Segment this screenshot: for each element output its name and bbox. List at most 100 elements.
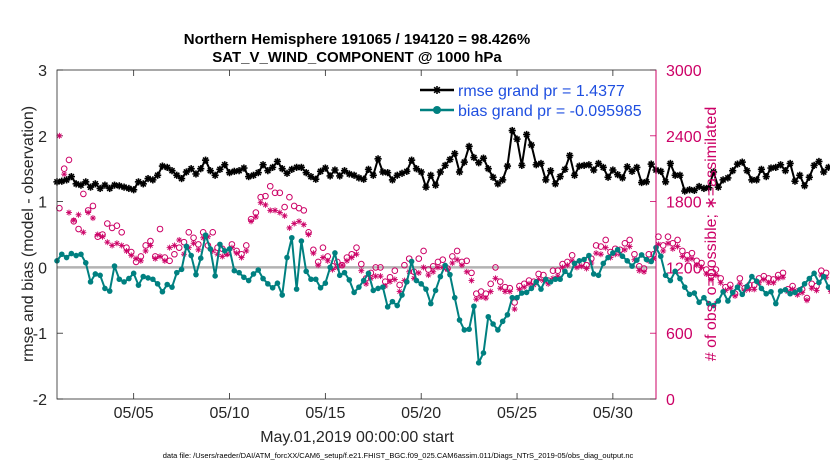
bias-point <box>260 275 266 282</box>
bias-point <box>183 243 190 250</box>
obs-assimilated-point <box>583 265 590 272</box>
obs-assimilated-point <box>319 254 326 261</box>
rmse-point <box>709 168 718 176</box>
bias-point <box>164 281 171 288</box>
bias-point <box>308 276 314 283</box>
bias-point <box>773 300 779 307</box>
rmse-point <box>336 172 344 180</box>
rmse-point <box>743 167 751 175</box>
data-file-footnote: data file: /Users/raeder/DAI/ATM_forcXX/… <box>163 451 634 460</box>
bias-point <box>792 289 798 296</box>
obs-assimilated-point <box>85 209 92 216</box>
obs-assimilated-point <box>75 211 82 218</box>
obs-assimilated-point <box>473 296 480 303</box>
rmse-point <box>503 162 512 170</box>
legend-rmse-label: rmse grand pr = 1.4377 <box>458 83 625 100</box>
bias-point <box>370 287 377 294</box>
obs-possible-point <box>463 257 471 265</box>
bias-point <box>365 270 372 277</box>
bias-point <box>78 251 84 258</box>
obs-assimilated-point <box>626 243 633 250</box>
obs-possible-point <box>276 189 284 197</box>
bias-point <box>571 260 578 267</box>
bias-point <box>293 286 300 292</box>
obs-possible-point <box>597 243 605 250</box>
rmse-point <box>211 171 219 179</box>
bias-point <box>667 277 674 284</box>
rmse-point <box>748 176 756 184</box>
obs-assimilated-point <box>492 275 499 282</box>
obs-assimilated-point <box>564 262 571 269</box>
rmse-point <box>599 163 607 171</box>
y-right-tick-label: 600 <box>666 326 693 343</box>
bias-point <box>662 272 669 279</box>
rmse-point <box>221 161 229 169</box>
obs-assimilated-point <box>171 242 178 249</box>
obs-assimilated-point <box>803 297 810 304</box>
rmse-point <box>690 186 698 195</box>
x-tick-label: 05/05 <box>114 405 154 422</box>
obs-possible-point <box>75 225 82 233</box>
x-tick-label: 05/30 <box>593 405 633 422</box>
bias-point <box>528 285 535 292</box>
bias-point <box>610 250 616 256</box>
bias-point <box>471 303 477 310</box>
legend-rmse-marker <box>433 86 441 94</box>
bias-point <box>231 267 238 274</box>
bias-point <box>236 269 242 276</box>
bias-point <box>614 246 621 253</box>
rmse-point <box>403 167 411 175</box>
rmse-point <box>585 161 593 169</box>
rmse-point <box>714 183 722 191</box>
obs-possible-point <box>664 233 672 240</box>
rmse-point <box>796 171 804 179</box>
obs-assimilated-point <box>641 268 648 275</box>
obs-possible-point <box>439 256 447 264</box>
obs-assimilated-point <box>703 270 710 277</box>
obs-possible-point <box>377 264 384 271</box>
obs-assimilated-point <box>420 264 427 271</box>
bias-point <box>322 280 329 286</box>
obs-assimilated-point <box>597 251 604 258</box>
rmse-point <box>168 167 176 175</box>
obs-assimilated-point <box>693 262 700 269</box>
obs-possible-point <box>104 220 111 227</box>
obs-possible-point <box>113 222 121 230</box>
rmse-point <box>465 142 473 150</box>
obs-assimilated-point <box>343 257 350 264</box>
bias-point <box>202 232 209 238</box>
bias-point <box>178 266 185 273</box>
y-tick-label: 2 <box>38 129 47 146</box>
y-right-tick-label: 3000 <box>666 63 702 80</box>
bias-point <box>116 276 123 283</box>
obs-assimilated-point <box>770 279 777 286</box>
bias-point <box>284 254 290 261</box>
obs-assimilated-point <box>137 257 144 264</box>
bias-point <box>341 269 348 276</box>
obs-assimilated-point <box>315 262 322 269</box>
rmse-point <box>446 155 454 164</box>
obs-assimilated-point <box>391 276 398 283</box>
rmse-point <box>364 165 373 173</box>
rmse-point <box>96 184 104 193</box>
x-axis-label: May.01,2019 00:00:00 start <box>260 429 454 446</box>
obs-possible-point <box>271 189 279 197</box>
rmse-point <box>182 168 190 176</box>
obs-possible-point <box>171 250 178 258</box>
obs-assimilated-point <box>813 287 820 294</box>
bias-point <box>777 288 784 294</box>
obs-possible-point <box>357 260 365 268</box>
rmse-point <box>427 171 435 179</box>
bias-point <box>250 271 257 277</box>
bias-point <box>154 281 161 287</box>
obs-possible-point <box>281 203 288 211</box>
obs-possible-point <box>185 229 193 236</box>
obs-assimilated-point <box>128 252 135 259</box>
bias-point <box>787 290 793 297</box>
obs-assimilated-point <box>252 213 259 220</box>
obs-assimilated-point <box>161 257 168 264</box>
bias-point <box>705 300 712 307</box>
obs-assimilated-point <box>80 229 87 236</box>
bias-point <box>710 302 717 309</box>
obs-assimilated-point <box>669 245 676 252</box>
